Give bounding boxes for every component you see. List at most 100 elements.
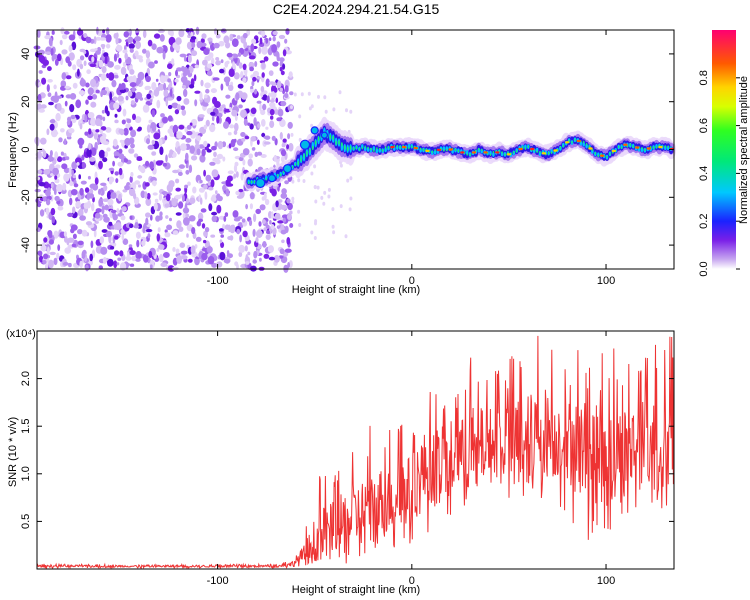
noise-speckle bbox=[85, 264, 89, 272]
noise-speckle bbox=[199, 154, 206, 163]
track-mark bbox=[466, 153, 468, 156]
noise-speckle bbox=[215, 57, 220, 61]
noise-speckle bbox=[95, 89, 100, 94]
noise-speckle bbox=[102, 213, 108, 219]
noise-speckle bbox=[275, 97, 279, 104]
noise-speckle bbox=[225, 79, 230, 87]
noise-speckle bbox=[237, 52, 242, 57]
noise-speckle bbox=[209, 161, 216, 166]
noise-speckle bbox=[68, 167, 72, 175]
noise-speckle bbox=[339, 204, 343, 209]
track-mark bbox=[384, 147, 387, 153]
noise-speckle bbox=[138, 184, 141, 188]
noise-speckle bbox=[77, 68, 80, 77]
noise-speckle bbox=[61, 34, 68, 40]
noise-speckle bbox=[211, 169, 219, 178]
noise-speckle bbox=[259, 37, 263, 45]
track-mark bbox=[562, 144, 564, 148]
noise-speckle bbox=[90, 78, 97, 88]
y-tick-label: 1.0 bbox=[20, 466, 32, 481]
noise-speckle bbox=[251, 38, 257, 44]
noise-speckle bbox=[114, 235, 119, 240]
noise-speckle bbox=[348, 207, 352, 212]
noise-speckle bbox=[222, 184, 226, 193]
track-mark bbox=[433, 150, 437, 155]
noise-speckle bbox=[130, 129, 137, 138]
noise-speckle bbox=[191, 227, 196, 235]
noise-speckle bbox=[154, 60, 158, 64]
noise-speckle bbox=[145, 75, 152, 83]
noise-speckle bbox=[203, 184, 208, 190]
noise-speckle bbox=[148, 61, 155, 69]
noise-speckle bbox=[69, 93, 77, 100]
noise-speckle bbox=[198, 144, 206, 149]
noise-speckle bbox=[277, 220, 284, 224]
noise-speckle bbox=[65, 75, 72, 80]
noise-speckle bbox=[136, 156, 143, 161]
noise-speckle bbox=[89, 183, 97, 189]
noise-speckle bbox=[218, 106, 223, 112]
noise-speckle bbox=[235, 190, 240, 196]
noise-speckle bbox=[171, 197, 175, 205]
noise-speckle bbox=[181, 255, 188, 260]
noise-speckle bbox=[148, 90, 152, 94]
noise-speckle bbox=[51, 216, 56, 224]
noise-speckle bbox=[100, 246, 108, 255]
noise-speckle bbox=[47, 156, 54, 162]
noise-speckle bbox=[72, 82, 78, 89]
noise-speckle bbox=[94, 220, 99, 224]
noise-speckle bbox=[145, 50, 151, 59]
noise-speckle bbox=[70, 114, 76, 120]
noise-speckle bbox=[45, 189, 51, 197]
noise-speckle bbox=[54, 175, 58, 180]
noise-speckle bbox=[100, 44, 106, 48]
noise-speckle bbox=[49, 119, 56, 124]
noise-speckle bbox=[81, 161, 86, 169]
noise-speckle bbox=[155, 78, 159, 82]
noise-speckle bbox=[171, 58, 175, 65]
noise-speckle bbox=[218, 40, 225, 47]
noise-speckle bbox=[95, 129, 100, 133]
noise-speckle bbox=[263, 227, 267, 232]
noise-speckle bbox=[280, 155, 285, 163]
track-mark bbox=[550, 151, 553, 154]
noise-speckle bbox=[124, 52, 128, 60]
track-mark bbox=[632, 145, 634, 148]
noise-speckle bbox=[60, 80, 67, 88]
snr-frame bbox=[36, 330, 675, 570]
noise-speckle bbox=[67, 116, 72, 123]
noise-speckle bbox=[184, 203, 188, 212]
noise-speckle bbox=[176, 146, 181, 155]
noise-speckle bbox=[176, 255, 183, 264]
noise-speckle bbox=[272, 61, 279, 67]
noise-speckle bbox=[95, 50, 101, 55]
noise-speckle bbox=[251, 80, 255, 87]
noise-speckle bbox=[110, 209, 117, 214]
track-bubble bbox=[255, 177, 266, 189]
noise-speckle bbox=[98, 160, 103, 170]
noise-speckle bbox=[178, 171, 183, 176]
noise-speckle bbox=[39, 209, 45, 217]
noise-speckle bbox=[88, 193, 95, 199]
noise-speckle bbox=[277, 80, 282, 89]
noise-speckle bbox=[181, 109, 187, 116]
noise-speckle bbox=[264, 198, 270, 206]
noise-speckle bbox=[117, 161, 124, 167]
noise-speckle bbox=[165, 97, 169, 107]
noise-speckle bbox=[252, 76, 257, 82]
noise-speckle bbox=[194, 90, 201, 94]
noise-speckle bbox=[98, 120, 103, 127]
noise-speckle bbox=[145, 160, 150, 167]
noise-speckle bbox=[118, 193, 122, 202]
noise-speckle bbox=[229, 107, 232, 112]
x-tick-label: 0 bbox=[409, 575, 415, 587]
track-mark bbox=[465, 150, 469, 155]
noise-speckle bbox=[300, 92, 304, 97]
noise-speckle bbox=[108, 167, 115, 171]
noise-speckle bbox=[284, 85, 289, 93]
noise-speckle bbox=[91, 94, 98, 100]
track-bubble bbox=[299, 139, 311, 150]
noise-speckle bbox=[322, 201, 326, 206]
noise-speckle bbox=[290, 105, 293, 110]
noise-speckle bbox=[270, 91, 277, 99]
